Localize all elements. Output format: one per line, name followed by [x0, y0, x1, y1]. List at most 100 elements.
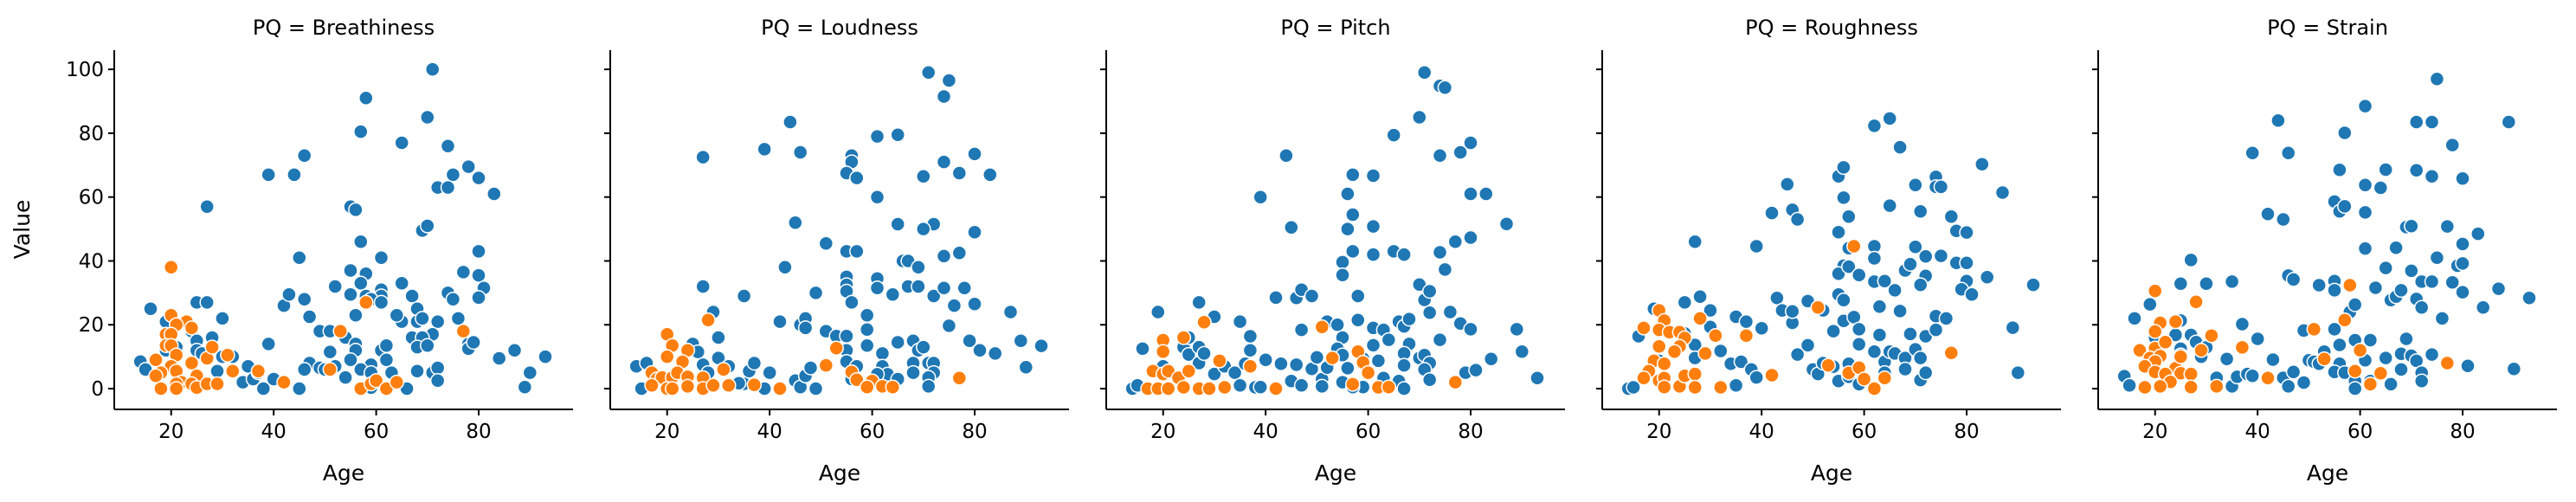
data-point [1780, 177, 1795, 192]
data-point [1892, 139, 1908, 155]
data-point [1836, 159, 1852, 176]
data-point [199, 199, 215, 215]
data-point [1866, 250, 1883, 267]
data-point [1938, 311, 1955, 326]
data-point [967, 224, 982, 241]
data-point [2429, 250, 2445, 266]
data-point [1135, 341, 1150, 357]
panel-title: PQ = Breathiness [253, 16, 435, 40]
data-point [1253, 379, 1268, 395]
data-point [1207, 366, 1222, 382]
data-point [1196, 345, 1212, 362]
data-point [2342, 277, 2358, 293]
data-point [338, 370, 353, 385]
data-point [2327, 282, 2342, 299]
panel-title: PQ = Loudness [761, 16, 918, 40]
data-point [664, 381, 680, 396]
panel-title: PQ = Strain [2267, 16, 2388, 40]
data-point [1636, 320, 1652, 336]
data-point [1866, 118, 1883, 134]
x-tick-label: 20 [1646, 421, 1671, 443]
data-point [916, 339, 931, 355]
data-point [1155, 344, 1171, 359]
data-point [2393, 282, 2409, 299]
data-point [859, 307, 875, 323]
data-point [1836, 293, 1852, 308]
data-point [1232, 377, 1248, 394]
y-tick-label: 60 [79, 187, 104, 209]
data-point [1856, 371, 1872, 387]
data-point [869, 128, 886, 145]
data-point [2285, 364, 2302, 380]
x-axis-label: Age [1811, 460, 1852, 486]
data-point [2455, 171, 2470, 187]
data-point [1217, 379, 1233, 396]
data-point [2455, 255, 2470, 272]
data-point [2280, 145, 2296, 161]
data-point [322, 344, 338, 360]
x-axis-label: Age [819, 460, 860, 486]
data-point [788, 215, 803, 230]
x-tick-label: 40 [757, 421, 782, 443]
data-point [1304, 288, 1320, 304]
data-point [1340, 186, 1356, 202]
data-point [2408, 114, 2425, 130]
data-point [2137, 379, 2153, 396]
data-point [1324, 350, 1340, 366]
x-tick-label: 20 [654, 421, 679, 443]
data-point [1974, 156, 1990, 172]
data-point [1201, 381, 1217, 396]
data-point [1416, 65, 1433, 80]
data-point [486, 186, 502, 202]
x-tick-label: 40 [1749, 421, 1774, 443]
data-point [296, 291, 312, 307]
data-point [450, 311, 467, 326]
data-point [471, 243, 486, 260]
data-point [1293, 322, 1310, 338]
data-point [2393, 362, 2409, 377]
data-point [332, 323, 348, 339]
facet-panel-4: PQ = Strain 20 40 60 80 Age [2092, 16, 2557, 486]
x-tick-label: 80 [2450, 421, 2475, 443]
data-point [2506, 361, 2522, 376]
data-point [2404, 218, 2419, 235]
data-point [2260, 206, 2276, 222]
data-point [1437, 261, 1453, 278]
data-point [2357, 98, 2373, 114]
data-point [987, 345, 1003, 362]
data-point [1452, 145, 1468, 160]
data-point [2429, 71, 2445, 87]
data-point [143, 301, 158, 317]
data-point [1831, 266, 1846, 281]
x-tick-label: 80 [466, 421, 491, 443]
data-point [148, 352, 164, 368]
data-point [1964, 286, 1980, 302]
data-point [2132, 343, 2148, 358]
data-point [2234, 316, 2251, 332]
data-point [2424, 168, 2440, 184]
data-point [839, 328, 854, 344]
data-point [1437, 80, 1453, 95]
data-point [209, 376, 225, 392]
x-tick-label: 40 [261, 421, 287, 443]
data-point [491, 351, 507, 366]
data-point [1897, 361, 1913, 377]
data-point [1396, 357, 1412, 373]
data-point [1728, 377, 1744, 394]
data-point [471, 290, 486, 306]
data-point [2383, 376, 2399, 392]
data-point [874, 345, 891, 362]
data-point [885, 379, 901, 395]
data-point [1692, 311, 1708, 326]
data-point [2501, 114, 2517, 130]
data-point [849, 170, 865, 186]
series-1 [148, 260, 472, 396]
data-point [2470, 226, 2486, 241]
data-point [967, 296, 982, 312]
data-point [1365, 218, 1381, 235]
data-point [1350, 288, 1366, 304]
data-point [1959, 254, 1974, 271]
data-point [772, 381, 788, 396]
data-point [1820, 357, 1836, 373]
data-point [538, 349, 553, 364]
